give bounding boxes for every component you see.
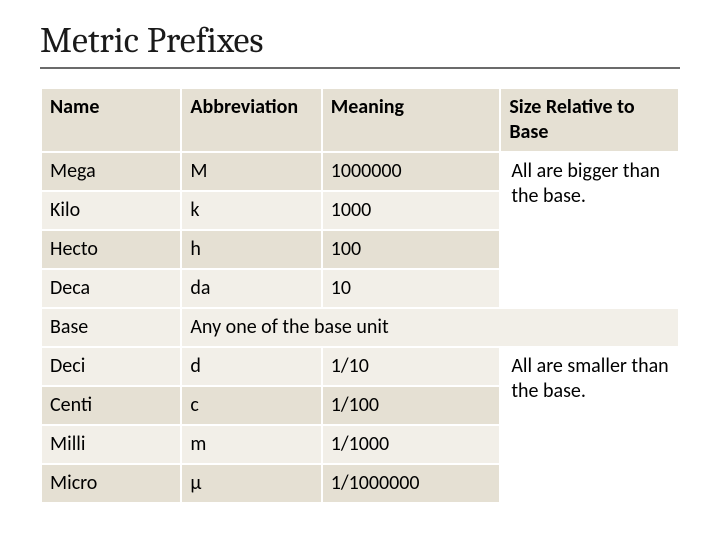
cell-abbr: k — [181, 191, 321, 230]
cell-abbr: h — [181, 230, 321, 269]
title-underline — [40, 67, 680, 69]
cell-name: Kilo — [41, 191, 181, 230]
col-name: Name — [41, 88, 181, 152]
cell-name: Centi — [41, 386, 181, 425]
cell-name: Deci — [41, 347, 181, 386]
row-mega: Mega M 1000000 All are bigger than the b… — [41, 152, 679, 191]
cell-name: Milli — [41, 425, 181, 464]
cell-abbr: M — [181, 152, 321, 191]
prefixes-table: Name Abbreviation Meaning Size Relative … — [40, 87, 680, 504]
cell-abbr: da — [181, 269, 321, 308]
cell-meaning: 1000000 — [322, 152, 501, 191]
col-size: Size Relative to Base — [500, 88, 679, 152]
cell-meaning: 1/1000000 — [322, 464, 501, 503]
cell-abbr: μ — [181, 464, 321, 503]
cell-name: Base — [41, 308, 181, 347]
cell-abbr: m — [181, 425, 321, 464]
cell-base-span: Any one of the base unit — [181, 308, 679, 347]
cell-name: Micro — [41, 464, 181, 503]
col-meaning: Meaning — [322, 88, 501, 152]
table-header-row: Name Abbreviation Meaning Size Relative … — [41, 88, 679, 152]
row-deci: Deci d 1/10 All are smaller than the bas… — [41, 347, 679, 386]
cell-meaning: 1000 — [322, 191, 501, 230]
page-title: Metric Prefixes — [40, 20, 680, 61]
note-smaller: All are smaller than the base. — [500, 347, 679, 503]
cell-abbr: c — [181, 386, 321, 425]
cell-meaning: 10 — [322, 269, 501, 308]
cell-meaning: 1/100 — [322, 386, 501, 425]
cell-meaning: 100 — [322, 230, 501, 269]
cell-name: Hecto — [41, 230, 181, 269]
cell-name: Mega — [41, 152, 181, 191]
cell-name: Deca — [41, 269, 181, 308]
row-base: Base Any one of the base unit — [41, 308, 679, 347]
cell-abbr: d — [181, 347, 321, 386]
note-bigger: All are bigger than the base. — [500, 152, 679, 308]
col-abbr: Abbreviation — [181, 88, 321, 152]
cell-meaning: 1/1000 — [322, 425, 501, 464]
cell-meaning: 1/10 — [322, 347, 501, 386]
